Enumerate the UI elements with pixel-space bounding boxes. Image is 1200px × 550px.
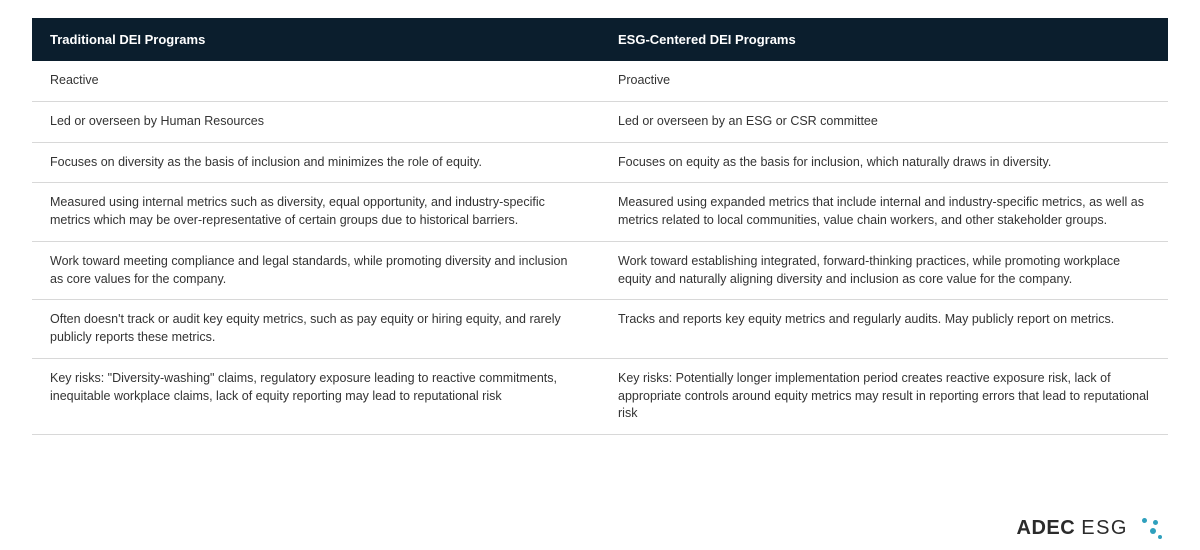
- cell-esg: Measured using expanded metrics that inc…: [600, 183, 1168, 242]
- column-header-esg: ESG-Centered DEI Programs: [600, 18, 1168, 61]
- cell-esg: Key risks: Potentially longer implementa…: [600, 358, 1168, 434]
- cell-traditional: Led or overseen by Human Resources: [32, 101, 600, 142]
- cell-esg: Led or overseen by an ESG or CSR committ…: [600, 101, 1168, 142]
- brand-logo: ADEC ESG: [1017, 517, 1162, 540]
- table-row: Led or overseen by Human Resources Led o…: [32, 101, 1168, 142]
- table-row: Work toward meeting compliance and legal…: [32, 241, 1168, 300]
- table-row: Focuses on diversity as the basis of inc…: [32, 142, 1168, 183]
- brand-name-light: ESG: [1081, 517, 1128, 539]
- cell-esg: Work toward establishing integrated, for…: [600, 241, 1168, 300]
- table-row: Reactive Proactive: [32, 61, 1168, 101]
- cell-traditional: Work toward meeting compliance and legal…: [32, 241, 600, 300]
- cell-esg: Tracks and reports key equity metrics an…: [600, 300, 1168, 359]
- comparison-table: Traditional DEI Programs ESG-Centered DE…: [32, 18, 1168, 435]
- cell-traditional: Focuses on diversity as the basis of inc…: [32, 142, 600, 183]
- table-row: Often doesn't track or audit key equity …: [32, 300, 1168, 359]
- brand-logo-text: ADEC ESG: [1017, 517, 1128, 540]
- column-header-traditional: Traditional DEI Programs: [32, 18, 600, 61]
- cell-traditional: Often doesn't track or audit key equity …: [32, 300, 600, 359]
- cell-traditional: Reactive: [32, 61, 600, 101]
- table-row: Measured using internal metrics such as …: [32, 183, 1168, 242]
- table-header-row: Traditional DEI Programs ESG-Centered DE…: [32, 18, 1168, 61]
- table-body: Reactive Proactive Led or overseen by Hu…: [32, 61, 1168, 435]
- cell-traditional: Key risks: "Diversity-washing" claims, r…: [32, 358, 600, 434]
- cell-esg: Proactive: [600, 61, 1168, 101]
- cell-traditional: Measured using internal metrics such as …: [32, 183, 600, 242]
- brand-name-bold: ADEC: [1017, 517, 1076, 539]
- brand-dots-icon: [1136, 518, 1162, 540]
- cell-esg: Focuses on equity as the basis for inclu…: [600, 142, 1168, 183]
- table-row: Key risks: "Diversity-washing" claims, r…: [32, 358, 1168, 434]
